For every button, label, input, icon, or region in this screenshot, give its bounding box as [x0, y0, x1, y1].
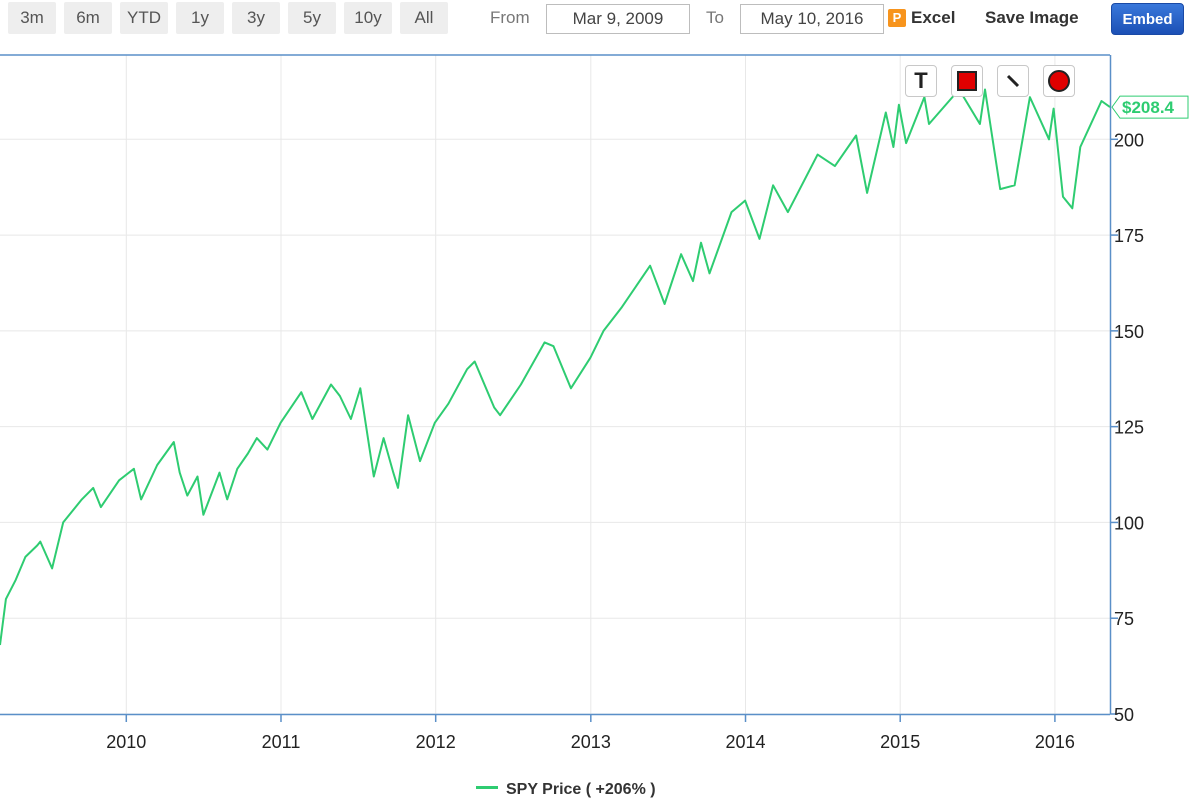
to-label: To [706, 8, 724, 27]
y-tick-label: 125 [1114, 418, 1144, 438]
x-tick-label: 2016 [1035, 732, 1075, 752]
range-10y-button[interactable]: 10y [344, 2, 392, 34]
line-tool-icon [1006, 74, 1020, 88]
line-tool-button[interactable] [997, 65, 1029, 97]
range-ytd-button[interactable]: YTD [120, 2, 168, 34]
circle-tool-button[interactable] [1043, 65, 1075, 97]
y-tick-label: 150 [1114, 322, 1144, 342]
last-price-label: $208.4 [1122, 98, 1175, 117]
y-tick-label: 100 [1114, 513, 1144, 533]
legend-swatch [476, 786, 498, 789]
last-price-tag-shape [1111, 95, 1189, 119]
legend-item-spy-price[interactable]: SPY Price ( +206% ) [476, 778, 656, 802]
x-tick-label: 2010 [106, 732, 146, 752]
series-line-spy-price [0, 88, 1111, 646]
rectangle-tool-button[interactable] [951, 65, 983, 97]
y-tick-label: 50 [1114, 705, 1134, 725]
y-tick-label: 200 [1114, 130, 1144, 150]
save-image-button[interactable]: Save Image [985, 8, 1079, 27]
range-1y-button[interactable]: 1y [176, 2, 224, 34]
last-price-tag: $208.4 [1111, 95, 1189, 119]
chart-grid [0, 55, 1110, 715]
x-tick-label: 2012 [416, 732, 456, 752]
y-axis-ticks: 50 75 100 125 150 175 200 [1110, 130, 1144, 725]
range-all-button[interactable]: All [400, 2, 448, 34]
x-axis-ticks: 2010 2011 2012 2013 2014 2015 2016 [106, 714, 1075, 752]
range-5y-button[interactable]: 5y [288, 2, 336, 34]
circle-tool-icon [1048, 70, 1070, 92]
to-date-input[interactable] [740, 4, 884, 34]
range-3y-button[interactable]: 3y [232, 2, 280, 34]
range-3m-button[interactable]: 3m [8, 2, 56, 34]
excel-icon: P [888, 9, 906, 27]
range-6m-button[interactable]: 6m [64, 2, 112, 34]
excel-label: Excel [911, 8, 956, 27]
x-tick-label: 2014 [725, 732, 765, 752]
from-date-input[interactable] [546, 4, 690, 34]
x-tick-label: 2013 [571, 732, 611, 752]
x-tick-label: 2011 [262, 732, 301, 752]
excel-button[interactable]: P Excel [888, 2, 955, 34]
rectangle-tool-icon [957, 71, 977, 91]
from-label: From [490, 8, 530, 27]
embed-button[interactable]: Embed [1111, 3, 1184, 35]
text-tool-button[interactable]: T [905, 65, 937, 97]
toolbar: 3m 6m YTD 1y 3y 5y 10y All From To P Exce… [0, 0, 1200, 40]
legend-label: SPY Price ( +206% ) [506, 781, 656, 798]
x-tick-label: 2015 [880, 732, 920, 752]
y-tick-label: 175 [1114, 226, 1144, 246]
text-tool-icon: T [914, 68, 928, 93]
y-tick-label: 75 [1114, 609, 1134, 629]
